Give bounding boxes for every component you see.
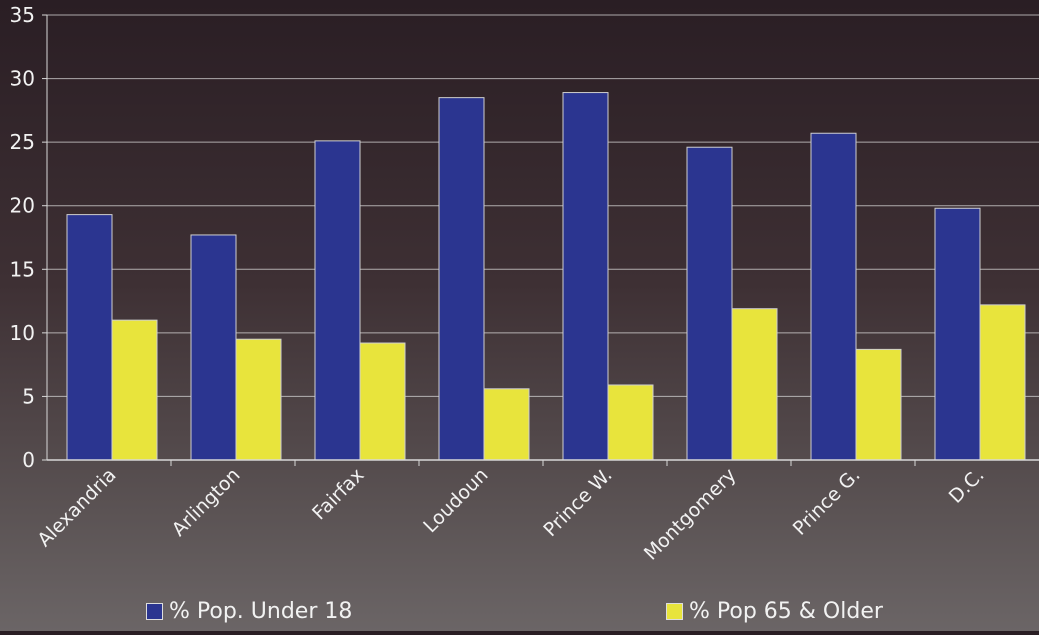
bar-under-18	[810, 132, 857, 461]
x-tick-label: Arlington	[168, 464, 245, 541]
bar-65-older	[235, 338, 282, 461]
x-tick-label: Loudoun	[419, 464, 492, 537]
legend-item-under-18: % Pop. Under 18	[146, 596, 352, 626]
bar-65-older	[359, 342, 406, 461]
bar-65-older	[979, 304, 1026, 461]
x-tick-label: Fairfax	[308, 464, 368, 524]
x-tick-label: Montgomery	[640, 464, 741, 565]
bars	[66, 92, 1026, 461]
bar-65-older	[731, 308, 778, 461]
bar-under-18	[562, 92, 609, 461]
y-tick-label: 25	[10, 130, 35, 154]
y-tick-label: 35	[10, 3, 35, 27]
y-tick-label: 20	[10, 194, 35, 218]
legend-label-under-18: % Pop. Under 18	[169, 598, 353, 624]
legend-swatch-under-18	[146, 602, 163, 620]
y-tick-label: 15	[10, 257, 35, 281]
bar-under-18	[66, 214, 113, 461]
bar-under-18	[934, 207, 981, 461]
bar-under-18	[686, 146, 733, 461]
bar-65-older	[111, 319, 158, 461]
x-tick-label: Prince W.	[539, 464, 616, 541]
legend-item-65-older: % Pop 65 & Older	[666, 596, 883, 626]
y-tick-label: 5	[22, 384, 35, 408]
x-axis-ticks: Alexandria Arlington Fairfax Loudoun Prince …	[33, 459, 1039, 565]
x-tick-label: Prince G.	[789, 464, 865, 540]
y-tick-label: 0	[22, 448, 35, 472]
bar-65-older	[855, 348, 902, 461]
bar-65-older	[607, 384, 654, 461]
bar-65-older	[483, 388, 530, 461]
x-tick-label: D.C.	[945, 464, 989, 508]
bar-under-18	[190, 234, 237, 461]
bar-under-18	[438, 97, 485, 461]
x-tick-label: Alexandria	[33, 464, 120, 551]
y-tick-label: 30	[10, 67, 35, 91]
legend-swatch-65-older	[666, 602, 683, 620]
y-tick-label: 10	[10, 321, 35, 345]
legend-label-65-older: % Pop 65 & Older	[689, 598, 883, 624]
y-axis-ticks: 0 5 10 15 20 25 30 35	[10, 3, 48, 472]
bar-under-18	[314, 140, 361, 461]
